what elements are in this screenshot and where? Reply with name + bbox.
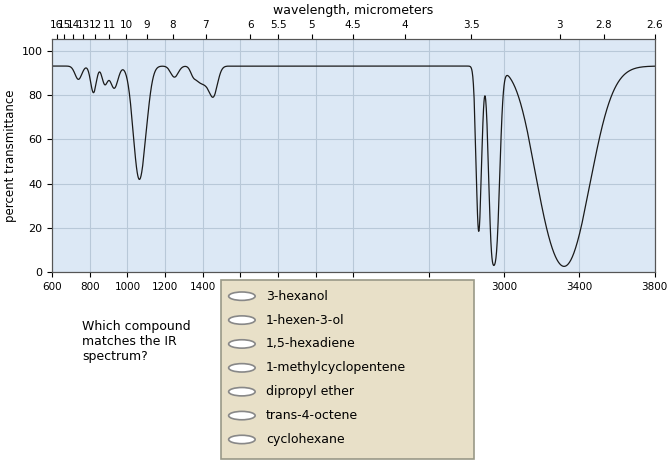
Circle shape xyxy=(228,316,255,324)
Text: Which compound
matches the IR
spectrum?: Which compound matches the IR spectrum? xyxy=(82,320,191,363)
Circle shape xyxy=(228,340,255,348)
Text: 1,5-hexadiene: 1,5-hexadiene xyxy=(266,338,355,350)
Text: dipropyl ether: dipropyl ether xyxy=(266,385,354,398)
FancyBboxPatch shape xyxy=(221,280,474,459)
X-axis label: wavelength, micrometers: wavelength, micrometers xyxy=(274,4,433,17)
Y-axis label: percent transmittance: percent transmittance xyxy=(4,90,17,222)
Text: 3-hexanol: 3-hexanol xyxy=(266,290,328,303)
Text: 1-hexen-3-ol: 1-hexen-3-ol xyxy=(266,313,345,326)
Text: trans-4-octene: trans-4-octene xyxy=(266,409,358,422)
Text: cyclohexane: cyclohexane xyxy=(266,433,345,446)
Circle shape xyxy=(228,435,255,444)
Circle shape xyxy=(228,292,255,300)
Text: 1-methylcyclopentene: 1-methylcyclopentene xyxy=(266,361,406,375)
Circle shape xyxy=(228,411,255,420)
Circle shape xyxy=(228,364,255,372)
X-axis label: wavenumber, cm⁻¹: wavenumber, cm⁻¹ xyxy=(293,296,414,309)
Circle shape xyxy=(228,388,255,396)
